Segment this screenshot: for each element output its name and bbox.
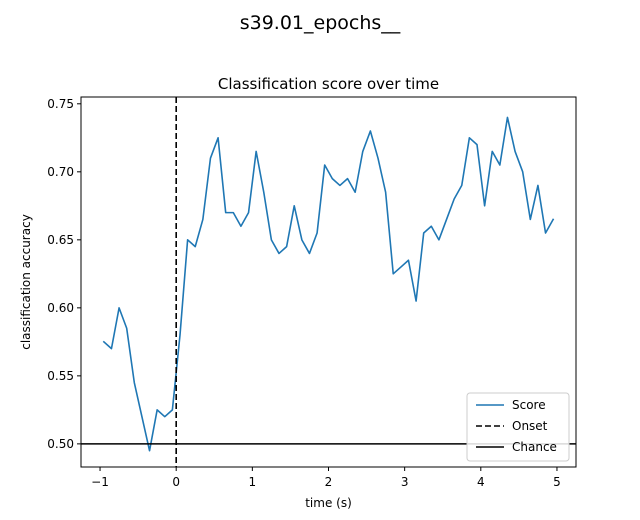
y-axis: 0.50 0.55 0.60 0.65 0.70 0.75 bbox=[47, 97, 81, 451]
y-tick-label: 0.65 bbox=[47, 233, 74, 247]
legend-box bbox=[466, 392, 570, 462]
score-line bbox=[102, 116, 555, 452]
x-axis-label: time (s) bbox=[305, 496, 352, 510]
x-axis: −1 0 1 2 3 4 5 bbox=[91, 467, 561, 489]
y-tick-label: 0.55 bbox=[47, 369, 74, 383]
figure-suptitle: s39.01_epochs__ bbox=[239, 12, 401, 34]
chart-title: Classification score over time bbox=[218, 75, 439, 93]
y-tick-label: 0.50 bbox=[47, 437, 74, 451]
x-tick-label: 3 bbox=[401, 475, 409, 489]
legend-label-onset: Onset bbox=[512, 419, 548, 433]
x-tick-label: 5 bbox=[553, 475, 561, 489]
y-tick-label: 0.70 bbox=[47, 165, 74, 179]
y-tick-label: 0.75 bbox=[47, 97, 74, 111]
x-tick-label: 1 bbox=[249, 475, 257, 489]
legend-label-chance: Chance bbox=[512, 440, 557, 454]
legend-label-score: Score bbox=[512, 398, 546, 412]
y-axis-label: classification accuracy bbox=[19, 214, 33, 350]
x-tick-label: −1 bbox=[91, 475, 109, 489]
x-tick-label: 0 bbox=[172, 475, 180, 489]
y-tick-label: 0.60 bbox=[47, 301, 74, 315]
x-tick-label: 2 bbox=[325, 475, 333, 489]
x-tick-label: 4 bbox=[477, 475, 485, 489]
legend: Score Onset Chance bbox=[466, 392, 570, 462]
